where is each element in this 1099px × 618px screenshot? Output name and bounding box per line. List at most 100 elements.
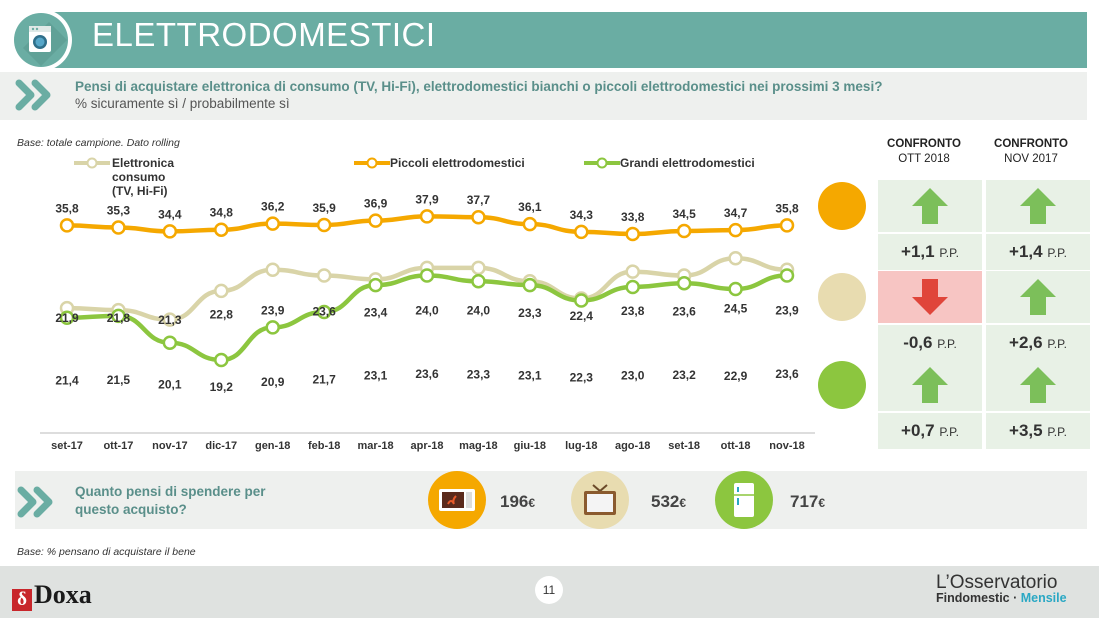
comparison-number: +1,1 xyxy=(901,242,940,261)
legend-marker-grandi xyxy=(584,157,620,169)
spend-question: Quanto pensi di spendere per questo acqu… xyxy=(75,484,266,517)
data-point xyxy=(625,264,640,279)
data-point xyxy=(111,220,126,235)
comparison-unit: P.P. xyxy=(1047,246,1067,260)
x-tick-label: apr-18 xyxy=(410,440,443,452)
comparison-unit: P.P. xyxy=(937,337,957,351)
data-point xyxy=(214,283,229,299)
data-label-grandi: 19,2 xyxy=(210,380,234,394)
data-point xyxy=(419,209,435,224)
chevron-right-icon xyxy=(17,484,59,525)
legend-marker-elettronica xyxy=(74,157,110,169)
data-label-grandi: 23,6 xyxy=(415,367,439,381)
x-tick-label: ott-17 xyxy=(103,440,133,452)
data-point xyxy=(59,310,75,326)
data-point xyxy=(676,223,692,239)
data-label-elettronica: 23,6 xyxy=(672,305,696,319)
data-label-elettronica: 22,4 xyxy=(570,309,594,323)
question-subtitle: % sicuramente sì / probabilmente sì xyxy=(75,96,290,111)
brand-mensile: Mensile xyxy=(1020,591,1067,605)
spend-value: 717 xyxy=(790,492,819,511)
comparison-header-ott: CONFRONTO OTT 2018 xyxy=(868,137,980,167)
data-label-elettronica: 24,0 xyxy=(467,303,491,317)
comparison-number: -0,6 xyxy=(903,333,938,352)
data-label-grandi: 23,6 xyxy=(775,367,799,381)
arrow-up-icon xyxy=(878,359,982,411)
spend-value: 196 xyxy=(500,492,529,511)
chevron-right-icon xyxy=(15,77,57,118)
comparison-header-nov-sub: NOV 2017 xyxy=(1004,153,1058,165)
data-point xyxy=(59,218,75,233)
data-point xyxy=(522,277,538,293)
fridge-icon xyxy=(818,361,866,409)
data-label-piccoli: 37,7 xyxy=(467,193,491,207)
comparison-header-ott-sub: OTT 2018 xyxy=(898,153,950,165)
x-tick-label: mar-18 xyxy=(358,440,394,452)
data-label-piccoli: 33,8 xyxy=(621,210,645,224)
data-label-grandi: 23,0 xyxy=(621,369,645,383)
comparison-number: +3,5 xyxy=(1009,421,1048,440)
data-label-grandi: 21,5 xyxy=(107,373,131,387)
data-point xyxy=(574,224,589,240)
spend-value: 532 xyxy=(651,492,680,511)
data-label-elettronica: 23,3 xyxy=(518,306,542,320)
brand-line-1: L’Osservatorio xyxy=(936,572,1058,593)
data-point xyxy=(162,224,178,239)
data-point xyxy=(162,312,178,327)
comparison-number: +2,6 xyxy=(1009,333,1048,352)
data-point xyxy=(471,274,486,289)
x-tick-label: gen-18 xyxy=(255,440,290,452)
x-tick-label: set-18 xyxy=(668,440,700,452)
data-label-elettronica: 23,4 xyxy=(364,305,388,319)
data-label-grandi: 23,1 xyxy=(518,368,542,382)
data-label-elettronica: 24,5 xyxy=(724,301,748,315)
data-label-piccoli: 34,8 xyxy=(210,206,234,220)
brand-line-2: Findomestic · Mensile xyxy=(936,591,1067,605)
comparison-value: +0,7 P.P. xyxy=(878,413,982,449)
data-label-grandi: 23,1 xyxy=(364,368,388,382)
question-text: Pensi di acquistare elettronica di consu… xyxy=(75,79,883,94)
x-tick-label: ago-18 xyxy=(615,440,650,452)
comparison-header-ott-title: CONFRONTO xyxy=(887,138,961,150)
base-note-2: Base: % pensano di acquistare il bene xyxy=(17,546,196,558)
page-title: ELETTRODOMESTICI xyxy=(92,16,436,53)
spend-currency: € xyxy=(528,496,536,510)
data-point xyxy=(368,213,383,228)
legend-label-grandi: Grandi elettrodomestici xyxy=(620,156,755,170)
line-chart: set-17 ott-17 nov-17 dic-17 gen-18 feb-18 mar-… xyxy=(40,192,815,452)
comparison-unit: P.P. xyxy=(1047,425,1067,439)
data-label-elettronica: 23,6 xyxy=(312,305,336,319)
data-label-grandi: 22,3 xyxy=(570,371,594,385)
data-label-piccoli: 34,4 xyxy=(158,207,182,221)
comparison-value: +3,5 P.P. xyxy=(986,413,1090,449)
data-label-elettronica: 23,9 xyxy=(775,304,799,318)
data-point xyxy=(316,304,332,320)
title-bar xyxy=(35,12,1087,68)
data-label-piccoli: 36,1 xyxy=(518,200,542,214)
legend-label-elettronica: Elettronica consumo (TV, Hi-Fi) xyxy=(112,156,175,198)
data-label-elettronica: 21,9 xyxy=(55,311,79,325)
comparison-unit: P.P. xyxy=(1047,337,1067,351)
data-point xyxy=(265,262,280,278)
data-label-piccoli: 37,9 xyxy=(415,192,439,206)
question-band xyxy=(0,72,1087,120)
doxa-logo-text: Doxa xyxy=(34,580,92,609)
data-label-grandi: 21,4 xyxy=(55,373,79,387)
comparison-value: +2,6 P.P. xyxy=(986,325,1090,361)
comparison-header-nov-title: CONFRONTO xyxy=(994,138,1068,150)
data-point xyxy=(471,209,486,225)
data-point xyxy=(728,222,743,238)
arrow-up-icon xyxy=(986,271,1090,323)
data-point xyxy=(316,268,332,283)
arrow-down-icon xyxy=(878,271,982,323)
comparison-unit: P.P. xyxy=(939,246,959,260)
data-point xyxy=(265,320,280,335)
data-point xyxy=(728,250,743,266)
data-point xyxy=(214,222,229,237)
data-label-grandi: 22,9 xyxy=(724,369,748,383)
data-point xyxy=(111,308,126,324)
spend-band xyxy=(15,471,1087,529)
x-tick-label: lug-18 xyxy=(565,440,597,452)
base-note: Base: totale campione. Dato rolling xyxy=(17,137,180,149)
data-label-elettronica: 22,8 xyxy=(210,308,234,322)
